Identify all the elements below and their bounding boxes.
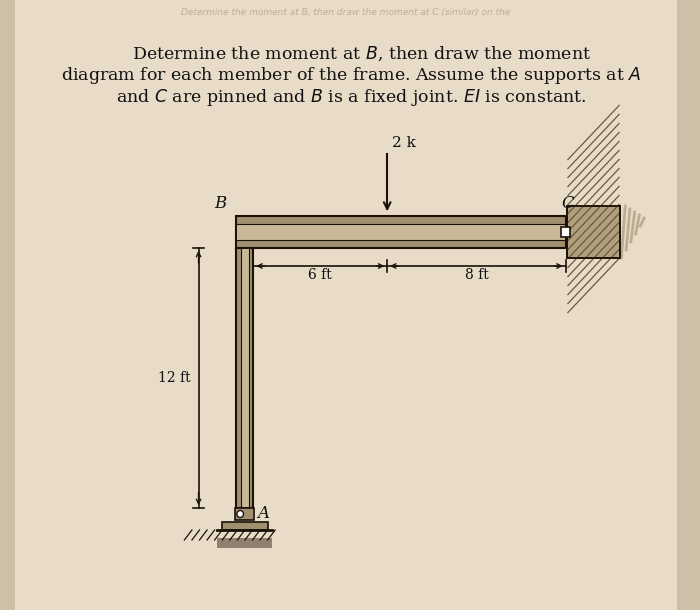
Text: C: C bbox=[562, 195, 575, 212]
Bar bbox=[241, 249, 249, 507]
Text: A: A bbox=[257, 506, 270, 523]
Circle shape bbox=[237, 511, 244, 517]
Bar bbox=[235, 508, 254, 520]
Bar bbox=[568, 206, 620, 258]
Text: 8 ft: 8 ft bbox=[465, 268, 489, 282]
Text: B: B bbox=[215, 195, 227, 212]
Text: 12 ft: 12 ft bbox=[158, 371, 191, 385]
Text: Determine the moment at $B$, then draw the moment: Determine the moment at $B$, then draw t… bbox=[111, 45, 592, 63]
Bar bbox=[568, 206, 620, 258]
Bar bbox=[237, 224, 565, 240]
Text: 2 k: 2 k bbox=[392, 136, 416, 150]
Bar bbox=[237, 216, 566, 248]
Text: 6 ft: 6 ft bbox=[309, 268, 332, 282]
Text: and $C$ are pinned and $B$ is a fixed joint. $EI$ is constant.: and $C$ are pinned and $B$ is a fixed jo… bbox=[116, 87, 586, 109]
Text: diagram for each member of the frame. Assume the supports at $A$: diagram for each member of the frame. As… bbox=[61, 65, 641, 87]
Bar bbox=[237, 248, 253, 508]
Bar bbox=[222, 522, 267, 530]
Bar bbox=[568, 206, 620, 258]
Bar bbox=[218, 538, 272, 548]
Bar bbox=[561, 227, 570, 237]
Text: Determine the moment at B, then draw the moment at C (similar) on the: Determine the moment at B, then draw the… bbox=[181, 7, 511, 16]
